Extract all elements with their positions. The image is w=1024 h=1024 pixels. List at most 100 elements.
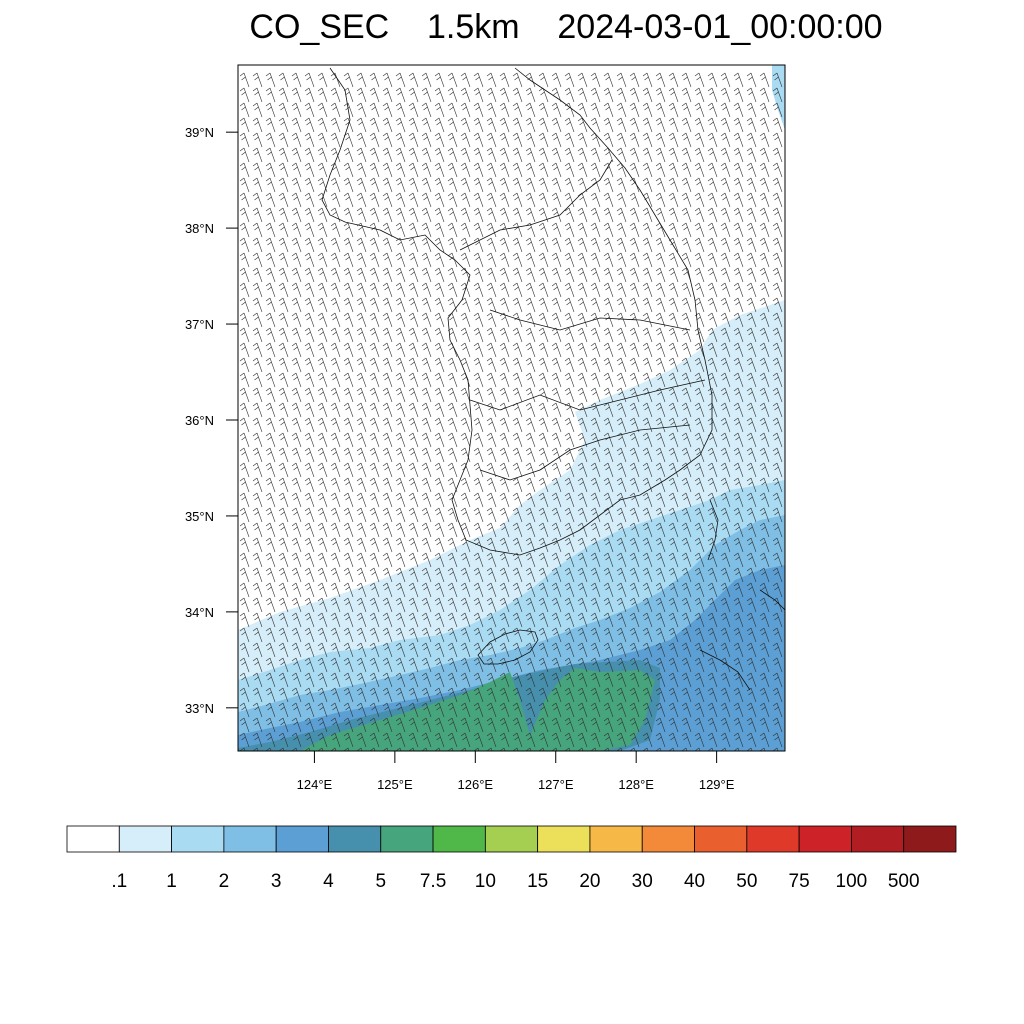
wind-barb [564, 462, 575, 478]
wind-barb [668, 627, 679, 643]
wind-barb [629, 732, 640, 748]
wind-barb [434, 432, 445, 448]
wind-barb [499, 672, 510, 688]
wind-barb [382, 237, 393, 253]
wind-barb [681, 327, 692, 343]
wind-barb [681, 252, 692, 268]
wind-barb [330, 522, 341, 538]
wind-barb [681, 597, 692, 613]
wind-barb [538, 252, 549, 268]
wind-barb [291, 117, 302, 133]
wind-barb [473, 612, 484, 628]
wind-barb [629, 342, 640, 358]
wind-barb [733, 417, 744, 433]
wind-barb [564, 312, 575, 328]
wind-barb [603, 417, 614, 433]
wind-barb [681, 237, 692, 253]
wind-barb [746, 627, 757, 643]
wind-barb [655, 297, 666, 313]
wind-barb [265, 687, 276, 703]
wind-barb [408, 357, 419, 373]
wind-barb [343, 267, 354, 283]
wind-barb [265, 642, 276, 658]
wind-barb [694, 207, 705, 223]
wind-barb [499, 147, 510, 163]
wind-barb [551, 117, 562, 133]
wind-barb [668, 417, 679, 433]
wind-barb [369, 72, 380, 88]
wind-barb [499, 132, 510, 148]
wind-barb [538, 177, 549, 193]
wind-barb [603, 282, 614, 298]
wind-barb [616, 87, 627, 103]
wind-barb [707, 462, 718, 478]
wind-barb [577, 477, 588, 493]
wind-barb [395, 222, 406, 238]
wind-barb [473, 222, 484, 238]
wind-barb [408, 327, 419, 343]
wind-barb [564, 342, 575, 358]
colorbar-box [328, 825, 382, 853]
province-borders [469, 309, 706, 481]
wind-barb [382, 477, 393, 493]
wind-barb [655, 582, 666, 598]
wind-barb [434, 552, 445, 568]
wind-barb [694, 117, 705, 133]
wind-barb [577, 612, 588, 628]
wind-barb [473, 297, 484, 313]
wind-barb [395, 387, 406, 403]
wind-barb [538, 567, 549, 583]
wind-barb [278, 297, 289, 313]
wind-barb [603, 657, 614, 673]
wind-barb [694, 702, 705, 718]
wind-barb [460, 687, 471, 703]
wind-barb [265, 72, 276, 88]
wind-barb [603, 642, 614, 658]
wind-barb [421, 507, 432, 523]
wind-barb [408, 207, 419, 223]
wind-barb [473, 282, 484, 298]
wind-barb [239, 327, 250, 343]
wind-barb [330, 267, 341, 283]
wind-barb [356, 447, 367, 463]
wind-barb [408, 342, 419, 358]
wind-barb [369, 462, 380, 478]
wind-barb [694, 447, 705, 463]
wind-barb [291, 732, 302, 748]
wind-barb [304, 447, 315, 463]
wind-barb [512, 267, 523, 283]
wind-barb [356, 297, 367, 313]
wind-barb [343, 507, 354, 523]
wind-barb [499, 297, 510, 313]
wind-barb [590, 177, 601, 193]
lat-tick-label: 33°N [185, 701, 214, 716]
wind-barb [538, 657, 549, 673]
wind-barb [239, 432, 250, 448]
wind-barb [278, 702, 289, 718]
wind-barb [460, 72, 471, 88]
wind-barb [343, 687, 354, 703]
wind-barb [486, 387, 497, 403]
wind-barb [291, 132, 302, 148]
wind-barb [473, 477, 484, 493]
wind-barb [538, 582, 549, 598]
wind-barb [694, 627, 705, 643]
wind-barb [317, 687, 328, 703]
wind-barb [551, 132, 562, 148]
wind-barb [655, 402, 666, 418]
wind-barb [499, 492, 510, 508]
wind-barb [356, 732, 367, 748]
wind-barb [629, 282, 640, 298]
wind-barb [538, 702, 549, 718]
wind-barb [486, 72, 497, 88]
wind-barb [655, 702, 666, 718]
wind-barb [590, 192, 601, 208]
wind-barb [642, 327, 653, 343]
wind-barb [538, 342, 549, 358]
wind-barb [720, 447, 731, 463]
wind-barb [304, 327, 315, 343]
wind-barb [460, 627, 471, 643]
wind-barb [772, 732, 783, 748]
wind-barb [499, 432, 510, 448]
colorbar-label: 20 [579, 871, 600, 892]
